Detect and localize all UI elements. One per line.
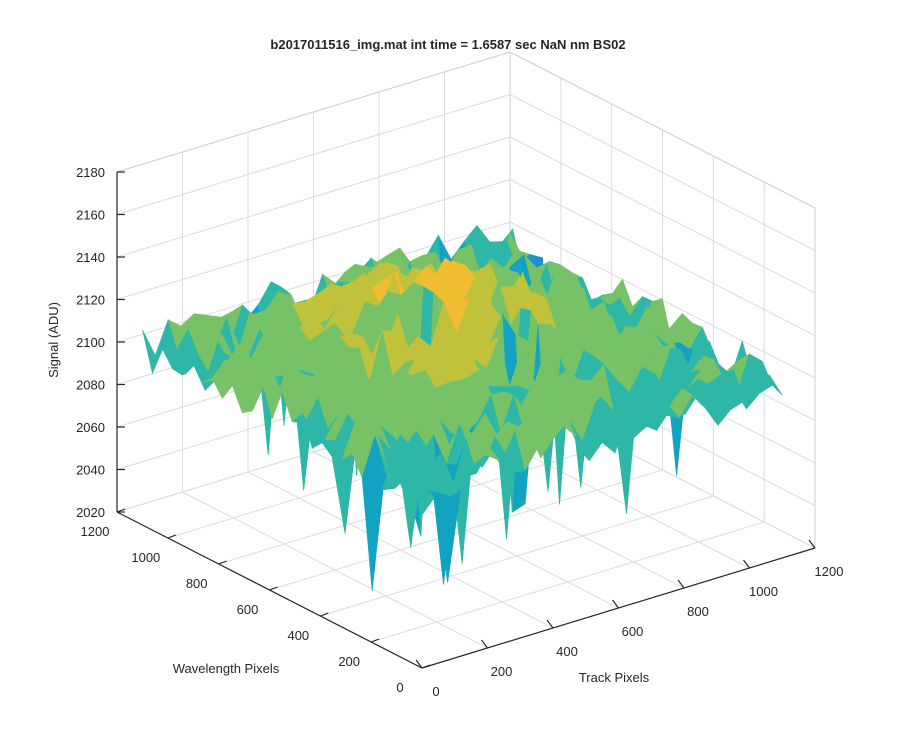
z-tick-label: 2100	[76, 335, 105, 350]
x-axis-label: Track Pixels	[579, 670, 650, 685]
tick-mark	[218, 560, 227, 565]
chart-title: b2017011516_img.mat int time = 1.6587 se…	[270, 37, 625, 52]
x-tick-label: 400	[556, 644, 578, 659]
y-tick-label: 0	[396, 680, 403, 695]
y-tick-label: 1200	[81, 524, 110, 539]
x-tick-label: 0	[432, 684, 439, 699]
y-axis-label: Wavelength Pixels	[173, 661, 280, 676]
grid-line	[116, 136, 511, 258]
grid-line	[116, 94, 511, 215]
z-tick-label: 2080	[76, 378, 105, 393]
x-tick-label: 600	[622, 624, 644, 639]
tick-mark	[415, 659, 423, 669]
axis-lines	[116, 171, 816, 669]
box-edge	[509, 51, 816, 209]
y-tick-label: 600	[237, 602, 259, 617]
box-edge	[116, 51, 511, 173]
tick-mark	[167, 534, 177, 539]
z-tick-label: 2020	[76, 505, 105, 520]
z-tick-label: 2160	[76, 208, 105, 223]
tick-mark	[743, 559, 750, 569]
y-tick-label: 400	[287, 628, 309, 643]
grid-line	[269, 469, 663, 591]
tick-mark	[677, 579, 685, 589]
grid-line	[509, 179, 816, 336]
y-tick-label: 1000	[131, 550, 160, 565]
grid-line	[116, 179, 511, 300]
tick-mark	[546, 619, 554, 629]
z-tick-label: 2040	[76, 463, 105, 478]
grid-line	[116, 221, 511, 343]
grid-line	[509, 94, 816, 251]
grid-line	[509, 136, 816, 294]
tick-mark	[481, 639, 488, 649]
surface-mesh	[142, 224, 783, 591]
y-tick-label: 800	[186, 576, 208, 591]
tick-mark	[320, 612, 329, 617]
grid-line	[320, 495, 714, 617]
tick-mark	[421, 664, 431, 669]
x-tick-label: 800	[687, 604, 709, 619]
tick-mark	[269, 586, 278, 591]
y-tick-label: 200	[338, 654, 360, 669]
tick-mark	[808, 539, 816, 549]
z-tick-label: 2140	[76, 250, 105, 265]
x-tick-label: 1200	[815, 564, 844, 579]
grid-line	[371, 521, 765, 643]
tick-labels: 0 200 400 600 800 1000 1200 0 200 400 600 800 1000 12…	[76, 165, 843, 699]
surface-cell	[411, 467, 436, 516]
tick-mark	[612, 599, 619, 609]
z-tick-label: 2180	[76, 165, 105, 180]
x-tick-label: 1000	[749, 584, 778, 599]
z-tick-label: 2120	[76, 293, 105, 308]
z-axis-label: Signal (ADU)	[46, 302, 61, 378]
z-tick-label: 2060	[76, 420, 105, 435]
tick-mark	[370, 638, 380, 643]
x-tick-label: 200	[491, 664, 513, 679]
